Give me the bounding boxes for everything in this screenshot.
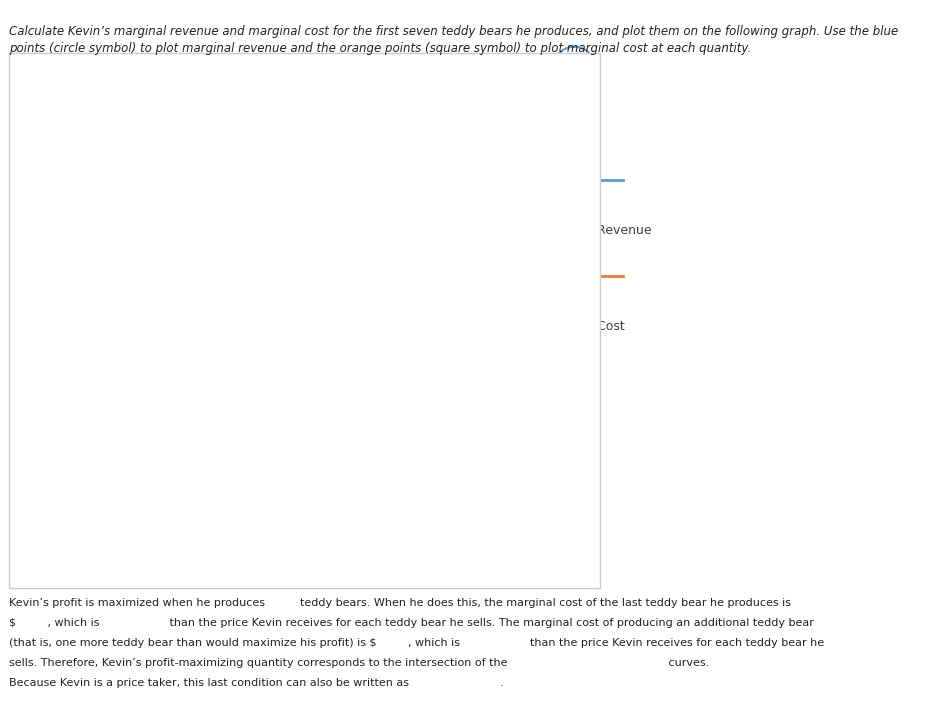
Text: $         , which is                    than the price Kevin receives for each t: $ , which is than the price Kevin receiv… <box>9 618 814 628</box>
Text: ?: ? <box>571 59 578 72</box>
Text: points (circle symbol) to plot marginal revenue and the orange points (square sy: points (circle symbol) to plot marginal … <box>9 42 751 55</box>
Text: Marginal Cost: Marginal Cost <box>539 320 625 333</box>
Text: Marginal Revenue: Marginal Revenue <box>539 224 652 236</box>
Text: Calculate Kevin’s marginal revenue and marginal cost for the first seven teddy b: Calculate Kevin’s marginal revenue and m… <box>9 25 898 38</box>
Y-axis label: COSTS AND REVENUE (Dollars per teddy bear): COSTS AND REVENUE (Dollars per teddy bea… <box>39 203 49 445</box>
Text: sells. Therefore, Kevin’s profit-maximizing quantity corresponds to the intersec: sells. Therefore, Kevin’s profit-maximiz… <box>9 658 710 668</box>
Text: Because Kevin is a price taker, this last condition can also be written as      : Because Kevin is a price taker, this las… <box>9 678 504 687</box>
X-axis label: QUANTITY (Teddy bears): QUANTITY (Teddy bears) <box>219 576 363 589</box>
Text: Kevin’s profit is maximized when he produces          teddy bears. When he does : Kevin’s profit is maximized when he prod… <box>9 598 791 608</box>
Text: (that is, one more teddy bear than would maximize his profit) is $         , whi: (that is, one more teddy bear than would… <box>9 638 824 648</box>
